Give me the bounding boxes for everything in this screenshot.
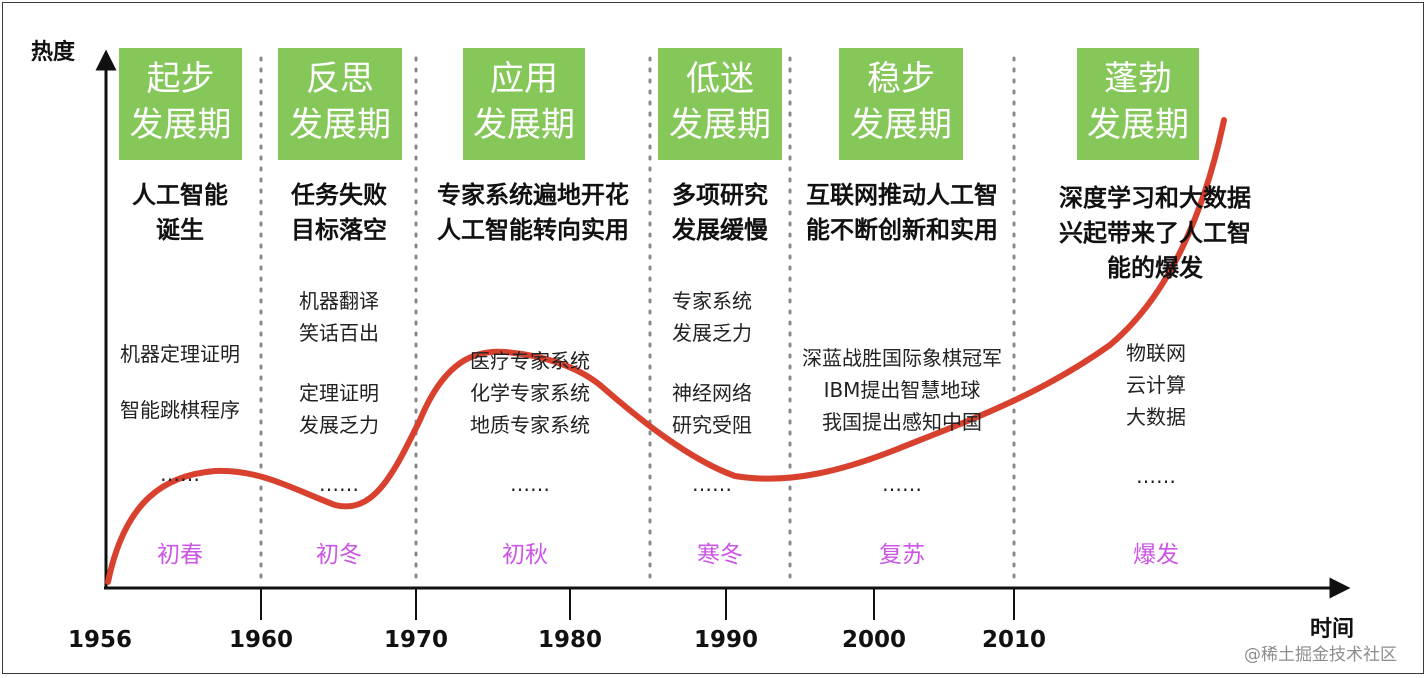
era-5-season: 复苏 <box>879 542 925 568</box>
era-6-title: 深度学习和大数据 兴起带来了人工智 能的爆发 <box>1040 181 1270 286</box>
era-5-detail-item: 深蓝战胜国际象棋冠军 <box>802 346 1002 370</box>
era-box-1: 起步 发展期 <box>119 48 242 160</box>
era-4-detail-item: 研究受阻 <box>672 413 752 437</box>
era-name-line1: 蓬勃 <box>1104 59 1172 99</box>
era-3-title: 专家系统遍地开花 人工智能转向实用 <box>418 178 648 248</box>
era-6-title-line: 兴起带来了人工智 <box>1059 219 1251 247</box>
era-2-detail-item: 定理证明 <box>299 381 379 405</box>
era-name-line2: 发展期 <box>473 105 575 145</box>
era-5-details: 深蓝战胜国际象棋冠军 IBM提出智慧地球 我国提出感知中国 <box>792 342 1012 438</box>
era-box-2: 反思 发展期 <box>278 48 402 160</box>
era-3-title-line: 专家系统遍地开花 <box>437 181 629 209</box>
era-4-detail-item: 专家系统 <box>672 289 752 313</box>
era-box-5: 稳步 发展期 <box>839 48 963 160</box>
era-1-season: 初春 <box>157 542 203 568</box>
era-name-line1: 应用 <box>490 59 558 99</box>
era-1-details: 机器定理证明 智能跳棋程序 <box>100 340 260 424</box>
era-name-line2: 发展期 <box>850 105 952 145</box>
tick-label-1956: 1956 <box>67 627 132 653</box>
era-box-6: 蓬勃 发展期 <box>1077 48 1199 160</box>
era-3-detail-item: 地质专家系统 <box>470 413 590 437</box>
era-2-detail-item: 笑话百出 <box>299 321 379 345</box>
tick-label-1990: 1990 <box>693 627 758 653</box>
era-dividers <box>259 56 1016 587</box>
era-box-4: 低迷 发展期 <box>658 48 782 160</box>
era-name-line2: 发展期 <box>129 105 232 145</box>
era-3-details: 医疗专家系统 化学专家系统 地质专家系统 <box>450 345 610 441</box>
era-1-detail-item: 机器定理证明 <box>120 342 240 366</box>
era-1-title-line: 人工智能 <box>132 181 228 209</box>
era-5-title: 互联网推动人工智 能不断创新和实用 <box>792 178 1012 248</box>
era-1-detail-item: 智能跳棋程序 <box>120 398 240 422</box>
era-4-title-line: 发展缓慢 <box>672 216 768 244</box>
era-2-title-line: 目标落空 <box>291 216 387 244</box>
era-5-title-line: 能不断创新和实用 <box>806 216 998 244</box>
heat-curve <box>105 117 1227 585</box>
era-4-title-line: 多项研究 <box>672 181 768 209</box>
era-2-title-line: 任务失败 <box>291 181 387 209</box>
x-axis-label: 时间 <box>1310 617 1355 642</box>
era-5-ellipsis: …… <box>882 472 922 496</box>
watermark: @稀土掘金技术社区 <box>1244 645 1397 665</box>
era-name-line2: 发展期 <box>669 105 771 145</box>
era-2-ellipsis: …… <box>319 472 359 496</box>
era-3-season: 初秋 <box>502 542 548 568</box>
era-name-line2: 发展期 <box>1087 105 1189 145</box>
era-4-details: 专家系统 发展乏力 神经网络 研究受阻 <box>652 285 772 441</box>
era-5-detail-item: 我国提出感知中国 <box>822 410 982 434</box>
tick-label-2010: 2010 <box>981 627 1046 653</box>
era-5-title-line: 互联网推动人工智 <box>806 181 998 209</box>
tick-label-1980: 1980 <box>537 627 602 653</box>
era-6-detail-item: 物联网 <box>1126 341 1186 365</box>
era-4-detail-item: 发展乏力 <box>672 321 752 345</box>
era-name-line1: 反思 <box>306 59 374 99</box>
era-name-line2: 发展期 <box>289 105 391 145</box>
era-6-detail-item: 大数据 <box>1126 405 1186 429</box>
y-axis-label: 热度 <box>31 40 76 65</box>
era-name-line1: 起步 <box>146 59 215 99</box>
era-2-title: 任务失败 目标落空 <box>262 178 416 248</box>
era-5-detail-item: IBM提出智慧地球 <box>823 378 981 402</box>
era-name-line1: 低迷 <box>686 59 754 99</box>
tick-label-2000: 2000 <box>841 627 906 653</box>
tick-label-1970: 1970 <box>383 627 448 653</box>
era-6-ellipsis: …… <box>1136 464 1176 488</box>
era-6-title-line: 深度学习和大数据 <box>1059 184 1251 212</box>
era-2-detail-item: 发展乏力 <box>299 413 379 437</box>
era-3-ellipsis: …… <box>510 472 550 496</box>
era-2-details: 机器翻译 笑话百出 定理证明 发展乏力 <box>262 285 416 441</box>
era-4-ellipsis: …… <box>692 472 732 496</box>
era-4-title: 多项研究 发展缓慢 <box>652 178 788 248</box>
era-1-title-line: 诞生 <box>156 216 204 244</box>
era-2-season: 初冬 <box>316 542 362 568</box>
era-1-ellipsis: …… <box>160 462 200 486</box>
era-box-3: 应用 发展期 <box>463 48 585 160</box>
era-4-detail-item: 神经网络 <box>672 381 752 405</box>
era-name-line1: 稳步 <box>867 59 935 99</box>
era-6-title-line: 能的爆发 <box>1107 254 1203 282</box>
era-3-detail-item: 化学专家系统 <box>470 381 590 405</box>
era-3-title-line: 人工智能转向实用 <box>437 216 629 244</box>
era-1-title: 人工智能 诞生 <box>100 178 260 248</box>
x-axis-tick-marks <box>260 588 1015 620</box>
era-2-detail-item: 机器翻译 <box>299 289 379 313</box>
era-4-season: 寒冬 <box>697 542 743 568</box>
era-6-detail-item: 云计算 <box>1126 373 1186 397</box>
era-6-details: 物联网 云计算 大数据 <box>1096 337 1216 433</box>
era-3-detail-item: 医疗专家系统 <box>470 349 590 373</box>
era-6-season: 爆发 <box>1133 542 1179 568</box>
tick-label-1960: 1960 <box>228 627 293 653</box>
